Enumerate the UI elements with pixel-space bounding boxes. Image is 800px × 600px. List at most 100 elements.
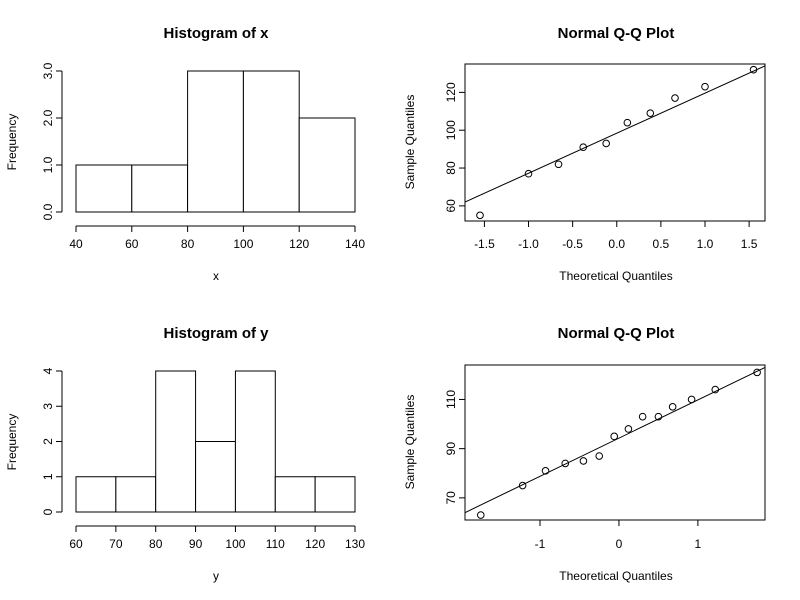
- histogram-bar: [187, 70, 244, 213]
- x-tick-label: 0: [616, 537, 623, 551]
- histogram-bar: [234, 370, 276, 513]
- x-tick-label: 80: [181, 237, 195, 251]
- chart-title: Histogram of x: [163, 25, 269, 42]
- x-tick-label: -1.5: [474, 237, 495, 251]
- x-tick-label: 60: [69, 537, 83, 551]
- x-tick-label: 130: [345, 537, 365, 551]
- chart-title: Histogram of y: [163, 325, 269, 342]
- y-tick-label: 0.0: [41, 203, 55, 220]
- qq-point: [654, 412, 663, 421]
- qq-marks: [465, 65, 765, 220]
- x-tick-label: 40: [69, 237, 83, 251]
- qq-point: [561, 459, 570, 468]
- y-tick-label: 1.0: [41, 156, 55, 173]
- y-tick-label: 90: [444, 442, 458, 456]
- x-tick-label: -1.0: [518, 237, 539, 251]
- qq-point: [668, 403, 677, 411]
- histogram-bar: [131, 164, 189, 213]
- y-tick-label: 3: [41, 403, 55, 410]
- qq-point: [610, 432, 619, 441]
- histogram-bar: [75, 164, 133, 213]
- y-axis-label: Sample Quantiles: [403, 395, 417, 490]
- x-tick-label: 0.0: [608, 237, 625, 251]
- axes: 40 60 80 100 120 140 0.0 1.0 2.0 3.0: [41, 62, 365, 251]
- qq-reference-line: [465, 65, 765, 203]
- qq-point: [638, 412, 647, 421]
- y-tick-label: 110: [444, 390, 458, 409]
- qq-point: [711, 385, 720, 394]
- x-axis-label: y: [213, 569, 219, 583]
- x-tick-label: 100: [225, 537, 245, 551]
- x-axis-label: Theoretical Quantiles: [559, 569, 672, 583]
- x-tick-label: 0.5: [653, 237, 670, 251]
- bars: [75, 70, 356, 213]
- qq-point: [624, 425, 633, 433]
- y-axis-label: Frequency: [5, 414, 19, 471]
- qq-point: [524, 169, 533, 178]
- y-tick-label: 120: [444, 82, 458, 102]
- qq-point: [579, 143, 588, 152]
- qq-point: [554, 160, 563, 169]
- y-tick-label: 0: [41, 508, 55, 515]
- y-tick-label: 60: [444, 199, 458, 213]
- qq-point: [671, 94, 679, 102]
- y-tick-label: 2.0: [41, 109, 55, 126]
- qq-point: [476, 211, 484, 220]
- histogram-bar: [242, 70, 300, 213]
- histogram-bar: [75, 476, 117, 513]
- qq-point: [623, 118, 632, 127]
- qq-point: [579, 457, 588, 465]
- axes: -1.5 -1.0 -0.5 0.0 0.5 1.0 1.5 60 80 100 120: [444, 82, 758, 251]
- bars: [75, 370, 356, 513]
- panel-histogram-x: Histogram of x x Frequency 40 60 80 100 120 1…: [5, 25, 365, 283]
- y-tick-label: 100: [444, 120, 458, 140]
- histogram-bar: [155, 370, 197, 513]
- x-tick-label: 70: [109, 537, 123, 551]
- qq-point: [541, 466, 550, 475]
- qq-point: [595, 452, 604, 460]
- x-axis-label: Theoretical Quantiles: [559, 269, 672, 283]
- qq-point: [602, 139, 610, 148]
- axes: -1 0 1 70 90 110: [444, 390, 702, 551]
- histogram-bar: [274, 476, 316, 513]
- y-tick-label: 70: [444, 491, 458, 505]
- x-axis-label: x: [213, 269, 219, 283]
- histogram-bar: [195, 441, 236, 513]
- y-tick-label: 4: [41, 367, 55, 374]
- y-tick-label: 1: [41, 473, 55, 480]
- plot-frame: [464, 364, 766, 521]
- qq-point: [476, 511, 485, 519]
- qq-point: [646, 109, 655, 117]
- histogram-bar: [298, 117, 356, 213]
- axes: 60 70 80 90 100 110 120 130 0 1 2 3 4: [41, 367, 365, 551]
- x-tick-label: 90: [189, 537, 203, 551]
- qq-marks: [465, 367, 765, 519]
- qq-point: [749, 65, 758, 74]
- y-axis-label: Frequency: [5, 114, 19, 171]
- histogram-bar: [115, 476, 157, 513]
- x-tick-label: 140: [345, 237, 365, 251]
- x-tick-label: -0.5: [562, 237, 583, 251]
- x-tick-label: 1.0: [697, 237, 714, 251]
- y-axis-label: Sample Quantiles: [403, 95, 417, 190]
- panel-histogram-y: Histogram of y y Frequency 60 70 80 90 100 11…: [5, 325, 365, 583]
- chart-title: Normal Q-Q Plot: [558, 325, 675, 342]
- x-tick-label: 60: [125, 237, 139, 251]
- y-tick-label: 80: [444, 161, 458, 175]
- plot-frame: [464, 63, 766, 222]
- panel-qq-y: Normal Q-Q Plot Theoretical Quantiles Sa…: [403, 325, 766, 583]
- x-tick-label: 110: [266, 537, 285, 551]
- y-tick-label: 3.0: [41, 62, 55, 79]
- x-tick-label: 1.5: [741, 237, 758, 251]
- qq-point: [518, 481, 527, 490]
- x-tick-label: 80: [149, 537, 163, 551]
- chart-title: Normal Q-Q Plot: [558, 25, 675, 42]
- x-tick-label: 120: [305, 537, 325, 551]
- qq-point: [753, 368, 761, 377]
- x-tick-label: 100: [233, 237, 253, 251]
- qq-point: [701, 82, 709, 91]
- x-tick-label: -1: [535, 537, 546, 551]
- panel-qq-x: Normal Q-Q Plot Theoretical Quantiles Sa…: [403, 25, 766, 283]
- histogram-bar: [314, 476, 356, 513]
